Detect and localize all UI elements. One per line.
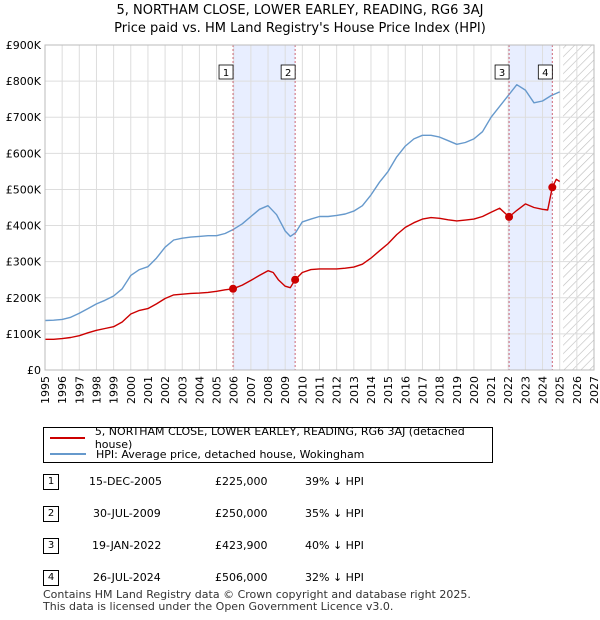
- x-tick-label: 2000: [125, 376, 138, 404]
- sale-price: £423,900: [215, 539, 268, 552]
- y-tick-label: £600K: [6, 147, 42, 160]
- x-tick-label: 2006: [228, 376, 241, 404]
- x-tick-label: 2003: [176, 376, 189, 404]
- sale-point: [548, 183, 557, 192]
- x-tick-label: 2016: [399, 376, 412, 404]
- forecast-hatch: [563, 45, 594, 370]
- x-tick-label: 2022: [502, 376, 515, 404]
- legend-hpi-label: HPI: Average price, detached house, Woki…: [96, 447, 365, 461]
- x-tick-label: 2012: [331, 376, 344, 404]
- sale-date: 19-JAN-2022: [92, 539, 162, 552]
- x-tick-label: 2010: [296, 376, 309, 404]
- sale-marker-box: [280, 64, 296, 80]
- sale-row: 2 30-JUL-2009 £250,000 35% ↓ HPI: [43, 502, 583, 526]
- sale-price: £225,000: [215, 475, 268, 488]
- x-tick-label: 2026: [571, 376, 584, 404]
- x-tick-label: 2018: [434, 376, 447, 404]
- sale-date: 15-DEC-2005: [89, 475, 163, 488]
- x-tick-label: 2017: [416, 376, 429, 404]
- x-tick-label: 2019: [451, 376, 464, 404]
- x-tick-label: 2023: [519, 376, 532, 404]
- sale-hpi-diff: 35% ↓ HPI: [305, 507, 364, 520]
- x-tick-label: 1999: [108, 376, 121, 404]
- sale-hpi-diff: 32% ↓ HPI: [305, 571, 364, 584]
- sale-marker-label: 2: [285, 68, 291, 79]
- sale-point: [505, 212, 514, 221]
- sale-marker-label: 3: [499, 68, 505, 79]
- x-tick-label: 2015: [382, 376, 395, 404]
- sale-number: 4: [43, 570, 59, 586]
- sale-marker-box: [218, 64, 234, 80]
- x-tick-label: 2013: [348, 376, 361, 404]
- x-tick-label: 1998: [90, 376, 103, 404]
- x-tick-label: 2014: [365, 376, 378, 404]
- sale-marker-label: 4: [542, 68, 548, 79]
- y-tick-label: £200K: [6, 292, 42, 305]
- y-tick-label: £700K: [6, 111, 42, 124]
- sale-period-shade: [509, 45, 553, 370]
- x-tick-label: 2021: [485, 376, 498, 404]
- x-tick-label: 2001: [142, 376, 155, 404]
- sale-marker-box: [537, 64, 553, 80]
- y-tick-label: £0: [27, 364, 41, 377]
- x-tick-label: 2009: [279, 376, 292, 404]
- x-tick-label: 2007: [245, 376, 258, 404]
- sale-row: 3 19-JAN-2022 £423,900 40% ↓ HPI: [43, 534, 583, 558]
- legend-property-label: 5, NORTHAM CLOSE, LOWER EARLEY, READING,…: [94, 425, 465, 451]
- sale-hpi-diff: 39% ↓ HPI: [305, 475, 364, 488]
- x-tick-label: 1996: [56, 376, 69, 404]
- x-tick-label: 2004: [193, 376, 206, 404]
- sale-marker-box: [494, 64, 510, 80]
- sale-price: £506,000: [215, 571, 268, 584]
- sale-point: [229, 284, 238, 293]
- y-tick-label: £400K: [6, 220, 42, 233]
- x-tick-label: 2002: [159, 376, 172, 404]
- x-tick-label: 2025: [554, 376, 567, 404]
- sale-price: £250,000: [215, 507, 268, 520]
- legend-item-property: 5, NORTHAM CLOSE, LOWER EARLEY, READING,…: [50, 425, 492, 451]
- sale-row: 4 26-JUL-2024 £506,000 32% ↓ HPI: [43, 566, 583, 590]
- sale-date: 26-JUL-2024: [93, 571, 161, 584]
- x-tick-label: 2027: [588, 376, 600, 404]
- sale-number: 2: [43, 506, 59, 522]
- footer-copyright: Contains HM Land Registry data © Crown c…: [43, 588, 471, 601]
- x-tick-label: 2005: [211, 376, 224, 404]
- chart-title: 5, NORTHAM CLOSE, LOWER EARLEY, READING,…: [116, 3, 484, 18]
- sale-point: [291, 275, 300, 284]
- hpi-line-swatch: [50, 453, 86, 455]
- sale-row: 1 15-DEC-2005 £225,000 39% ↓ HPI: [43, 470, 583, 494]
- x-tick-label: 1997: [73, 376, 86, 404]
- chart-legend: 5, NORTHAM CLOSE, LOWER EARLEY, READING,…: [43, 425, 493, 463]
- footer-license: This data is licensed under the Open Gov…: [43, 600, 394, 613]
- x-tick-label: 1995: [39, 376, 52, 404]
- x-tick-label: 2024: [537, 376, 550, 404]
- x-tick-label: 2020: [468, 376, 481, 404]
- hpi-line: [44, 83, 560, 322]
- chart-subtitle: Price paid vs. HM Land Registry's House …: [114, 21, 486, 36]
- x-tick-label: 2008: [262, 376, 275, 404]
- legend-item-hpi: HPI: Average price, detached house, Woki…: [50, 446, 364, 462]
- sale-number: 1: [43, 474, 59, 490]
- y-tick-label: £800K: [6, 75, 42, 88]
- sale-date: 30-JUL-2009: [93, 507, 161, 520]
- y-tick-label: £500K: [6, 183, 42, 196]
- y-tick-label: £900K: [6, 39, 42, 52]
- y-tick-label: £300K: [6, 256, 42, 269]
- footer-note: Contains HM Land Registry data © Crown c…: [43, 589, 471, 613]
- property-line-swatch: [50, 437, 85, 439]
- sale-number: 3: [43, 538, 59, 554]
- price-chart: 1 2 3 4 £0 £100K £200K £300K £400K £500K £600K £70…: [6, 39, 600, 404]
- sale-marker-label: 1: [223, 68, 229, 79]
- x-tick-label: 2011: [314, 376, 327, 404]
- y-tick-label: £100K: [6, 328, 42, 341]
- property-price-line: [45, 178, 561, 340]
- sale-hpi-diff: 40% ↓ HPI: [305, 539, 364, 552]
- plot-border: [44, 44, 595, 371]
